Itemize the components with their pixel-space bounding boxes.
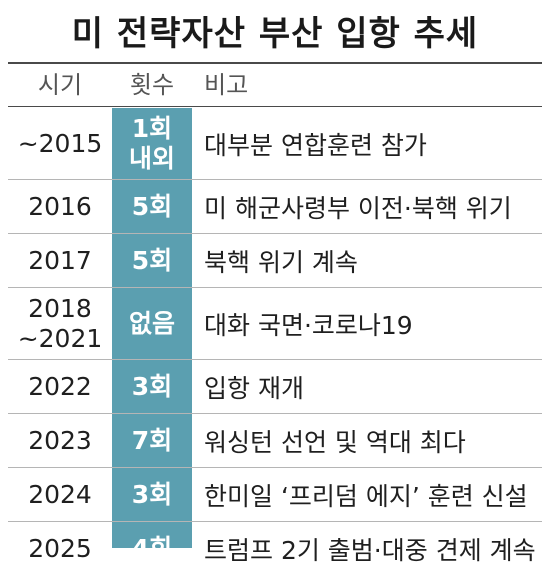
year-cell: ~2015 <box>17 128 103 158</box>
year-cell: 2022 <box>28 371 92 401</box>
table-row: ~2015 1회 내외 대부분 연합훈련 참가 <box>8 108 542 180</box>
count-cell: 1회 내외 <box>128 113 175 173</box>
count-cell: 4회 <box>131 534 173 563</box>
note-cell: 대부분 연합훈련 참가 <box>204 130 427 160</box>
note-cell: 대화 국면·코로나19 <box>204 310 413 340</box>
count-cell: 없음 <box>128 308 175 338</box>
note-cell: 입항 재개 <box>204 373 304 403</box>
table-title: 미 전략자산 부산 입항 추세 <box>71 14 479 54</box>
year-cell: 2024 <box>28 479 92 509</box>
table-row: 2016 5회 미 해군사령부 이전·북핵 위기 <box>8 180 542 234</box>
header-year: 시기 <box>37 71 83 99</box>
count-cell: 3회 <box>131 479 173 509</box>
year-cell: 2017 <box>28 245 92 275</box>
note-cell: 북핵 위기 계속 <box>204 247 358 277</box>
header-note: 비고 <box>204 71 249 99</box>
count-cell: 5회 <box>131 191 173 221</box>
count-cell: 7회 <box>131 425 173 455</box>
table-row: 2023 7회 워싱턴 선언 및 역대 최다 <box>8 414 542 468</box>
table-row: 2018 ~2021 없음 대화 국면·코로나19 <box>8 288 542 360</box>
note-cell: 한미일 ‘프리덤 에지’ 훈련 신설 <box>204 481 528 511</box>
year-cell: 2023 <box>28 425 92 455</box>
year-cell: 2025 <box>28 534 92 563</box>
table-row: 2025 4회 트럼프 2기 출범·대중 견제 계속 <box>8 522 542 576</box>
table-row: 2024 3회 한미일 ‘프리덤 에지’ 훈련 신설 <box>8 468 542 522</box>
note-cell: 워싱턴 선언 및 역대 최다 <box>204 427 466 457</box>
note-cell: 미 해군사령부 이전·북핵 위기 <box>204 193 512 223</box>
table-body: ~2015 1회 내외 대부분 연합훈련 참가 2016 5회 미 해군사령부 … <box>8 108 542 576</box>
table-row: 2017 5회 북핵 위기 계속 <box>8 234 542 288</box>
top-rule <box>8 62 542 64</box>
year-cell: 2016 <box>28 191 92 221</box>
header-count: 횟수 <box>129 71 175 99</box>
count-cell: 5회 <box>131 245 173 275</box>
count-column-highlight <box>112 108 192 548</box>
count-cell: 3회 <box>131 371 173 401</box>
table-header: 시기 횟수 비고 <box>8 64 542 107</box>
note-cell: 트럼프 2기 출범·대중 견제 계속 <box>204 536 536 565</box>
year-cell: 2018 ~2021 <box>17 293 103 353</box>
table-row: 2022 3회 입항 재개 <box>8 360 542 414</box>
